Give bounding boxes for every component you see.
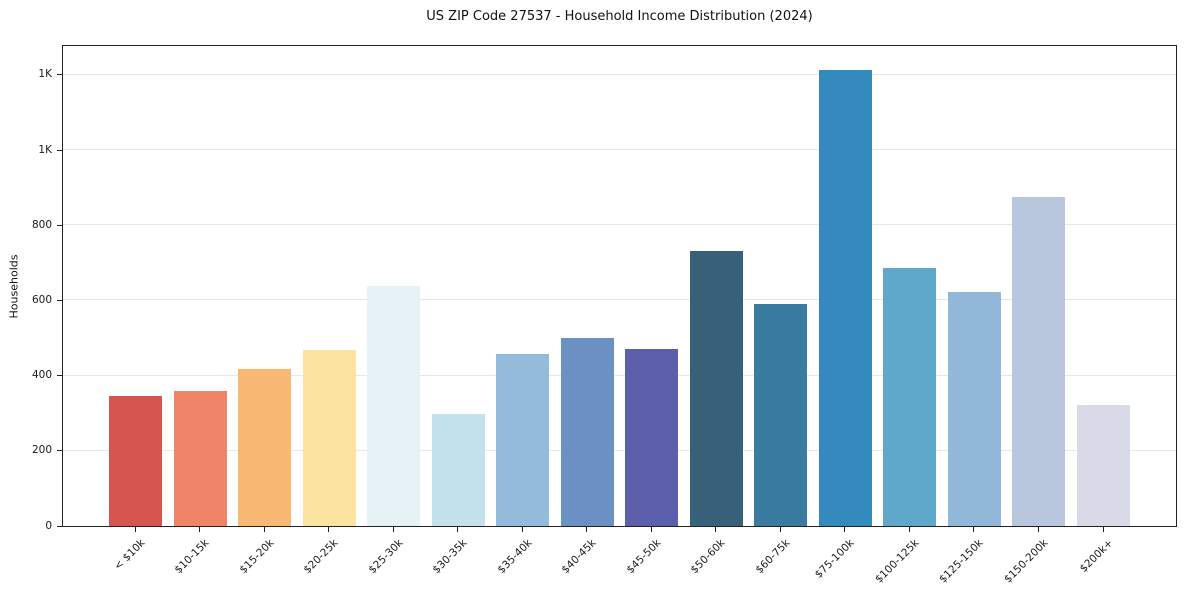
bar-$10-15k (173, 390, 227, 526)
x-tick-label: $25-30k (366, 537, 406, 577)
bar-$125-150k (947, 292, 1001, 526)
y-tick-label: 1K (38, 143, 52, 156)
x-tick-mark (1037, 527, 1039, 532)
x-tick-mark (586, 527, 588, 532)
y-tick-mark (57, 525, 62, 527)
y-tick-label: 200 (31, 444, 52, 457)
x-tick-label: $50-60k (688, 537, 728, 577)
y-tick-label: 600 (31, 293, 52, 306)
y-tick-label: 800 (31, 218, 52, 231)
y-axis-label: Households (7, 254, 21, 319)
x-tick-mark (844, 527, 846, 532)
y-tick-label: 400 (31, 369, 52, 382)
y-tick-label: 0 (45, 519, 52, 532)
bar-$60-75k (754, 303, 808, 526)
x-tick-mark (457, 527, 459, 532)
plot-area (62, 45, 1177, 527)
y-tick-mark (57, 224, 62, 226)
x-tick-mark (908, 527, 910, 532)
x-tick-label: $20-25k (301, 537, 341, 577)
x-tick-mark (650, 527, 652, 532)
bar-$75-100k (818, 70, 872, 526)
bar-$25-30k (367, 286, 421, 526)
x-tick-label: $35-40k (495, 537, 535, 577)
y-tick-mark (57, 375, 62, 377)
bar-$200k+ (1077, 405, 1130, 526)
bar-$35-40k (496, 353, 550, 526)
y-tick-mark (57, 74, 62, 76)
bar-$150-200k (1012, 196, 1066, 526)
gridline (63, 299, 1176, 301)
bar-$40-45k (560, 338, 614, 526)
y-tick-label: 1K (38, 68, 52, 81)
chart-title: US ZIP Code 27537 - Household Income Dis… (426, 9, 813, 24)
x-tick-mark (715, 527, 717, 532)
x-tick-mark (328, 527, 330, 532)
gridline (63, 73, 1176, 75)
x-tick-mark (392, 527, 394, 532)
x-tick-label: $150-200k (1001, 537, 1051, 586)
x-tick-mark (973, 527, 975, 532)
y-tick-mark (57, 299, 62, 301)
x-tick-label: < $10k (111, 537, 147, 573)
bar-< $10k (109, 396, 162, 526)
x-tick-mark (134, 527, 136, 532)
bar-$45-50k (625, 349, 679, 526)
gridline (63, 149, 1176, 151)
x-tick-label: $100-125k (872, 537, 922, 586)
gridline (63, 224, 1176, 226)
x-tick-label: $125-150k (937, 537, 986, 586)
y-tick-mark (57, 450, 62, 452)
bar-$100-125k (883, 268, 937, 526)
x-tick-mark (199, 527, 201, 532)
bar-$50-60k (689, 251, 743, 526)
bar-$15-20k (238, 369, 292, 526)
x-tick-label: $45-50k (624, 537, 664, 577)
x-tick-mark (1102, 527, 1104, 532)
x-tick-label: $40-45k (559, 537, 599, 577)
bar-$30-35k (431, 414, 485, 526)
x-tick-label: $10-15k (172, 537, 212, 577)
x-tick-label: $60-75k (753, 537, 793, 577)
bar-$20-25k (302, 350, 356, 526)
gridline (63, 449, 1176, 451)
y-tick-mark (57, 149, 62, 151)
x-tick-mark (263, 527, 265, 532)
x-tick-label: $15-20k (236, 537, 277, 577)
x-tick-label: $200k+ (1077, 537, 1115, 575)
x-tick-label: $30-35k (430, 537, 470, 577)
gridline (63, 374, 1176, 376)
x-tick-mark (779, 527, 781, 532)
x-tick-mark (521, 527, 523, 532)
x-tick-label: $75-100k (813, 537, 857, 581)
